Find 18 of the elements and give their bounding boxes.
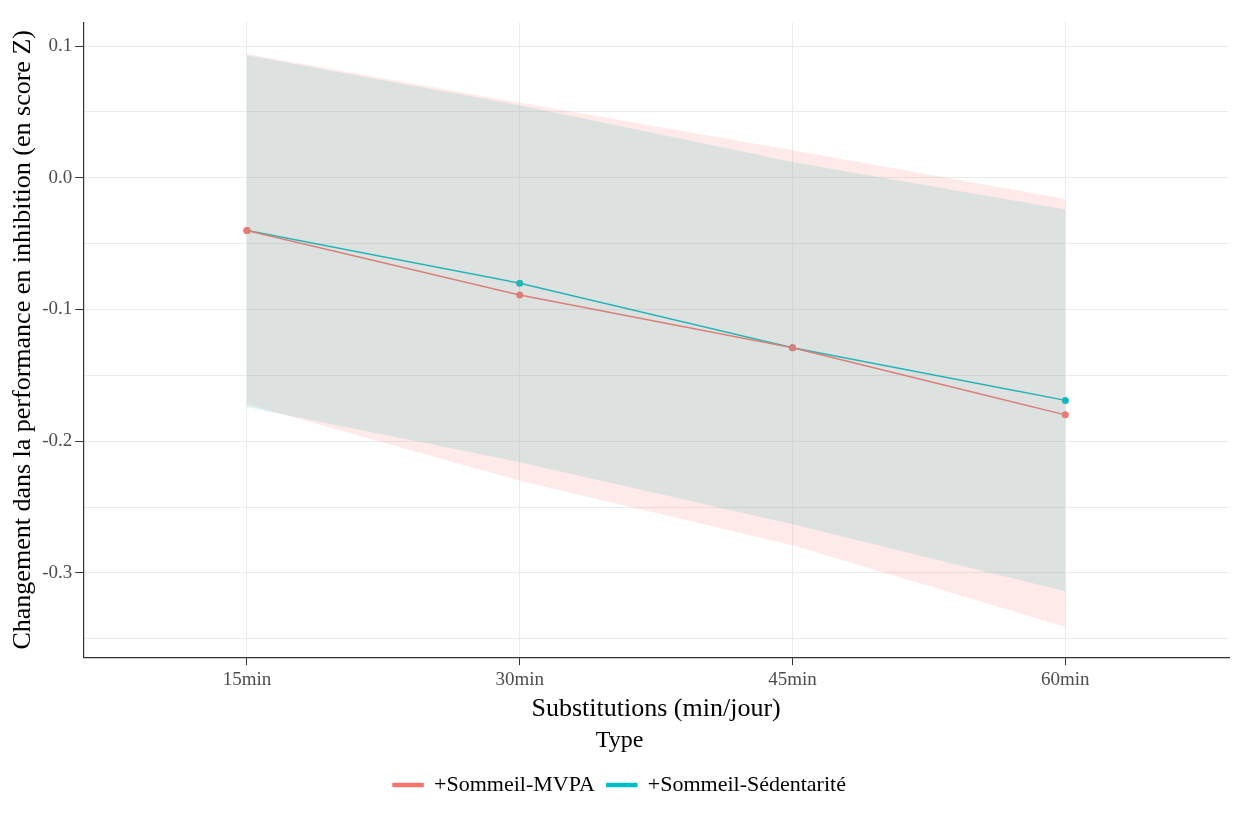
point — [516, 291, 524, 299]
y-tick-label: 0.1 — [48, 34, 73, 56]
y-tick-label: -0.3 — [42, 560, 73, 582]
legend-label: +Sommeil-MVPA — [434, 770, 595, 796]
x-tick-label: 45min — [768, 667, 818, 689]
x-tick-label: 15min — [222, 667, 272, 689]
y-tick-label: -0.2 — [42, 429, 73, 451]
y-tick-label: 0.0 — [48, 165, 73, 187]
legend-label: +Sommeil-Sédentarité — [647, 770, 846, 796]
y-tick-label: -0.1 — [42, 297, 73, 319]
y-axis-title: Changement dans la performance en inhibition (en score Z) — [7, 30, 37, 650]
point — [516, 279, 524, 287]
legend-title: Type — [595, 726, 644, 753]
x-tick-label: 60min — [1041, 667, 1091, 689]
point — [1061, 396, 1069, 404]
point — [1061, 411, 1069, 419]
x-axis-title: Substitutions (min/jour) — [531, 693, 781, 723]
x-tick-label: 30min — [495, 667, 545, 689]
